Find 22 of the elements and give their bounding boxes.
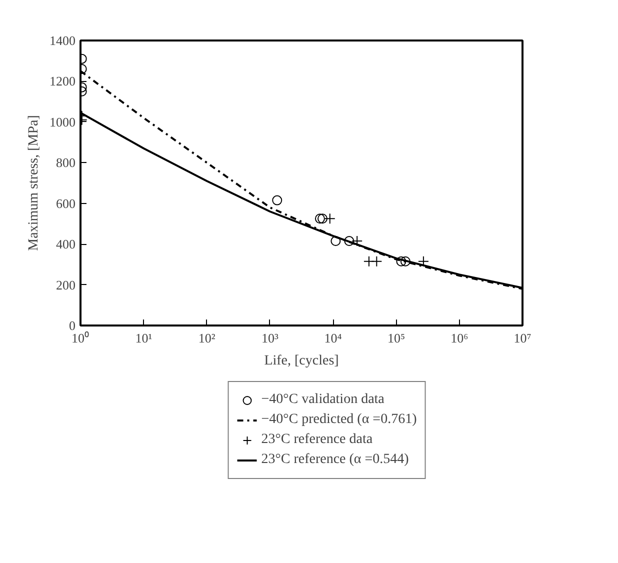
y-tick-label: 1400 (50, 33, 76, 48)
x-tick-label: 10⁰ (72, 330, 90, 346)
y-tick-label: 400 (56, 236, 76, 252)
y-tick-label: 800 (56, 155, 76, 170)
x-tick-label: 10⁵ (387, 330, 405, 346)
x-tick-label: 10³ (261, 330, 278, 346)
y-axis-title: Maximum stress, [MPa] (26, 115, 42, 251)
y-tick-label: 200 (56, 277, 76, 292)
x-tick-label: 10¹ (135, 330, 152, 346)
legend-label: −40°C validation data (261, 392, 384, 408)
x-tick-label: 10² (198, 330, 216, 346)
legend-label: 23°C reference (α =0.544) (261, 452, 409, 468)
legend-label: −40°C predicted (α =0.761) (261, 412, 417, 428)
x-tick-label: 10⁷ (514, 330, 532, 346)
y-tick-label: 1200 (50, 74, 76, 89)
x-axis-title: Life, [cycles] (264, 354, 339, 368)
x-tick-label: 10⁶ (450, 330, 468, 346)
x-tick-label: 10⁴ (324, 330, 342, 346)
y-tick-label: 0 (69, 318, 76, 333)
y-tick-label: 600 (56, 196, 76, 211)
y-tick-label: 1000 (50, 114, 76, 130)
legend-label: 23°C reference data (261, 432, 373, 448)
